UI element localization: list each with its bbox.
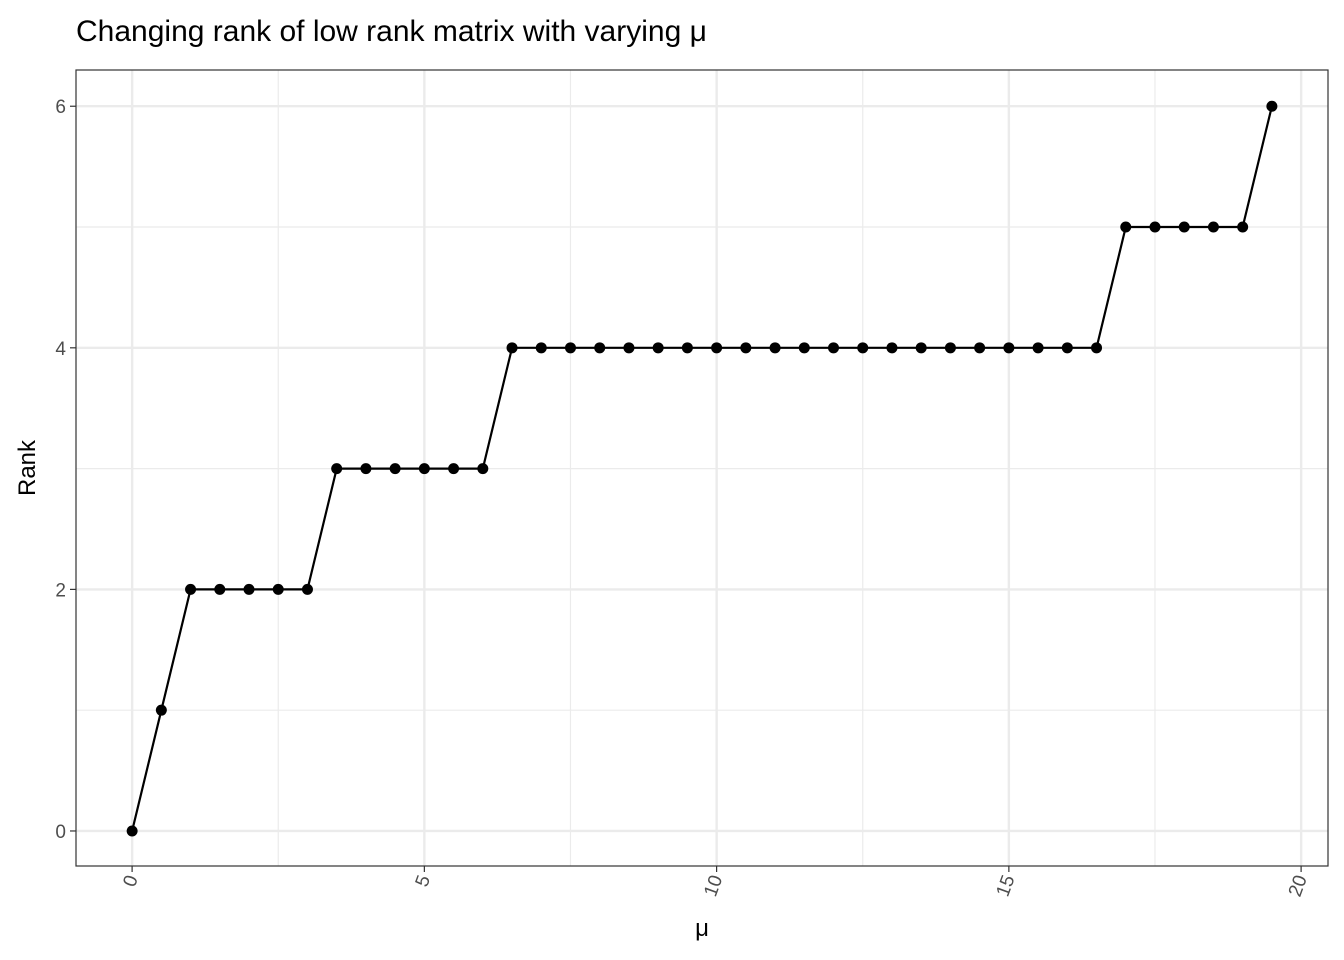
y-tick-label: 0 [55, 822, 66, 843]
point [331, 463, 343, 475]
chart-title: Changing rank of low rank matrix with va… [76, 15, 707, 48]
point [1003, 342, 1015, 354]
point [886, 342, 898, 354]
point [711, 342, 723, 354]
point [1207, 221, 1219, 233]
point [564, 342, 576, 354]
point [681, 342, 693, 354]
point [418, 463, 430, 475]
point [535, 342, 547, 354]
point [594, 342, 606, 354]
x-tick-label: 20 [1285, 873, 1312, 900]
x-tick-label: 10 [700, 873, 727, 900]
point [1266, 100, 1278, 112]
point [1237, 221, 1249, 233]
point [214, 583, 226, 595]
point [243, 583, 255, 595]
point [915, 342, 927, 354]
point [857, 342, 869, 354]
point [448, 463, 460, 475]
line [131, 105, 1273, 832]
point [506, 342, 518, 354]
point [798, 342, 810, 354]
x-tick-label: 5 [412, 873, 435, 890]
point [477, 463, 489, 475]
point [360, 463, 372, 475]
point [1178, 221, 1190, 233]
point [389, 463, 401, 475]
point [301, 583, 313, 595]
point [1061, 342, 1073, 354]
x-axis-label: μ [695, 915, 709, 942]
point [155, 704, 167, 716]
panel-border [75, 69, 1329, 867]
y-tick-label: 2 [55, 580, 66, 601]
y-axis-label: Rank [14, 439, 41, 496]
point [740, 342, 752, 354]
y-tick-label: 6 [55, 97, 66, 118]
point [1149, 221, 1161, 233]
point [126, 825, 138, 837]
x-tick-label: 15 [993, 873, 1020, 900]
point [623, 342, 635, 354]
point [272, 583, 284, 595]
point [1032, 342, 1044, 354]
point [769, 342, 781, 354]
point [185, 583, 197, 595]
x-tick-label: 0 [119, 873, 142, 890]
point [652, 342, 664, 354]
point [974, 342, 986, 354]
point [828, 342, 840, 354]
y-tick-label: 4 [55, 339, 66, 360]
point [1120, 221, 1132, 233]
point [944, 342, 956, 354]
point [1091, 342, 1103, 354]
